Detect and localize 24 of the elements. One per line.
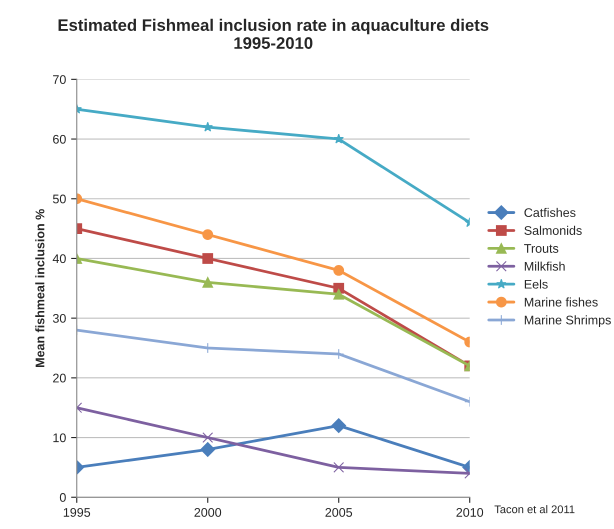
legend-label: Catfishes <box>524 208 576 218</box>
x-tick-label: 2000 <box>194 508 222 517</box>
chart-title: Estimated Fishmeal inclusion rate in aquaculture diets 1995-2010 <box>58 18 488 49</box>
legend-label: Trouts <box>524 244 558 253</box>
point <box>333 288 344 300</box>
x-tick-label: 2005 <box>325 508 352 517</box>
legend-label: Eels <box>524 279 548 289</box>
y-tick-label: 0 <box>60 493 66 502</box>
y-tick-label: 40 <box>52 254 66 264</box>
y-axis-title: Mean fishmeal inclusion % <box>35 209 44 367</box>
legend-label: Marine Shrimps <box>524 315 611 327</box>
y-tick-label: 60 <box>53 134 66 144</box>
legend-label: Salmonids <box>524 226 582 235</box>
x-tick-label: 1995 <box>64 508 90 517</box>
point <box>202 276 214 288</box>
y-tick-label: 10 <box>53 433 66 442</box>
legend-label: Marine fishes <box>524 297 598 307</box>
y-tick-label: 50 <box>52 194 66 204</box>
x-tick-label: 2010 <box>456 508 484 517</box>
y-tick-label: 30 <box>52 314 66 323</box>
y-tick-label: 70 <box>53 75 66 84</box>
text: Tacon et al 2011 <box>494 505 574 514</box>
legend-label: Milkfish <box>524 262 565 271</box>
y-tick-label: 20 <box>53 374 66 383</box>
